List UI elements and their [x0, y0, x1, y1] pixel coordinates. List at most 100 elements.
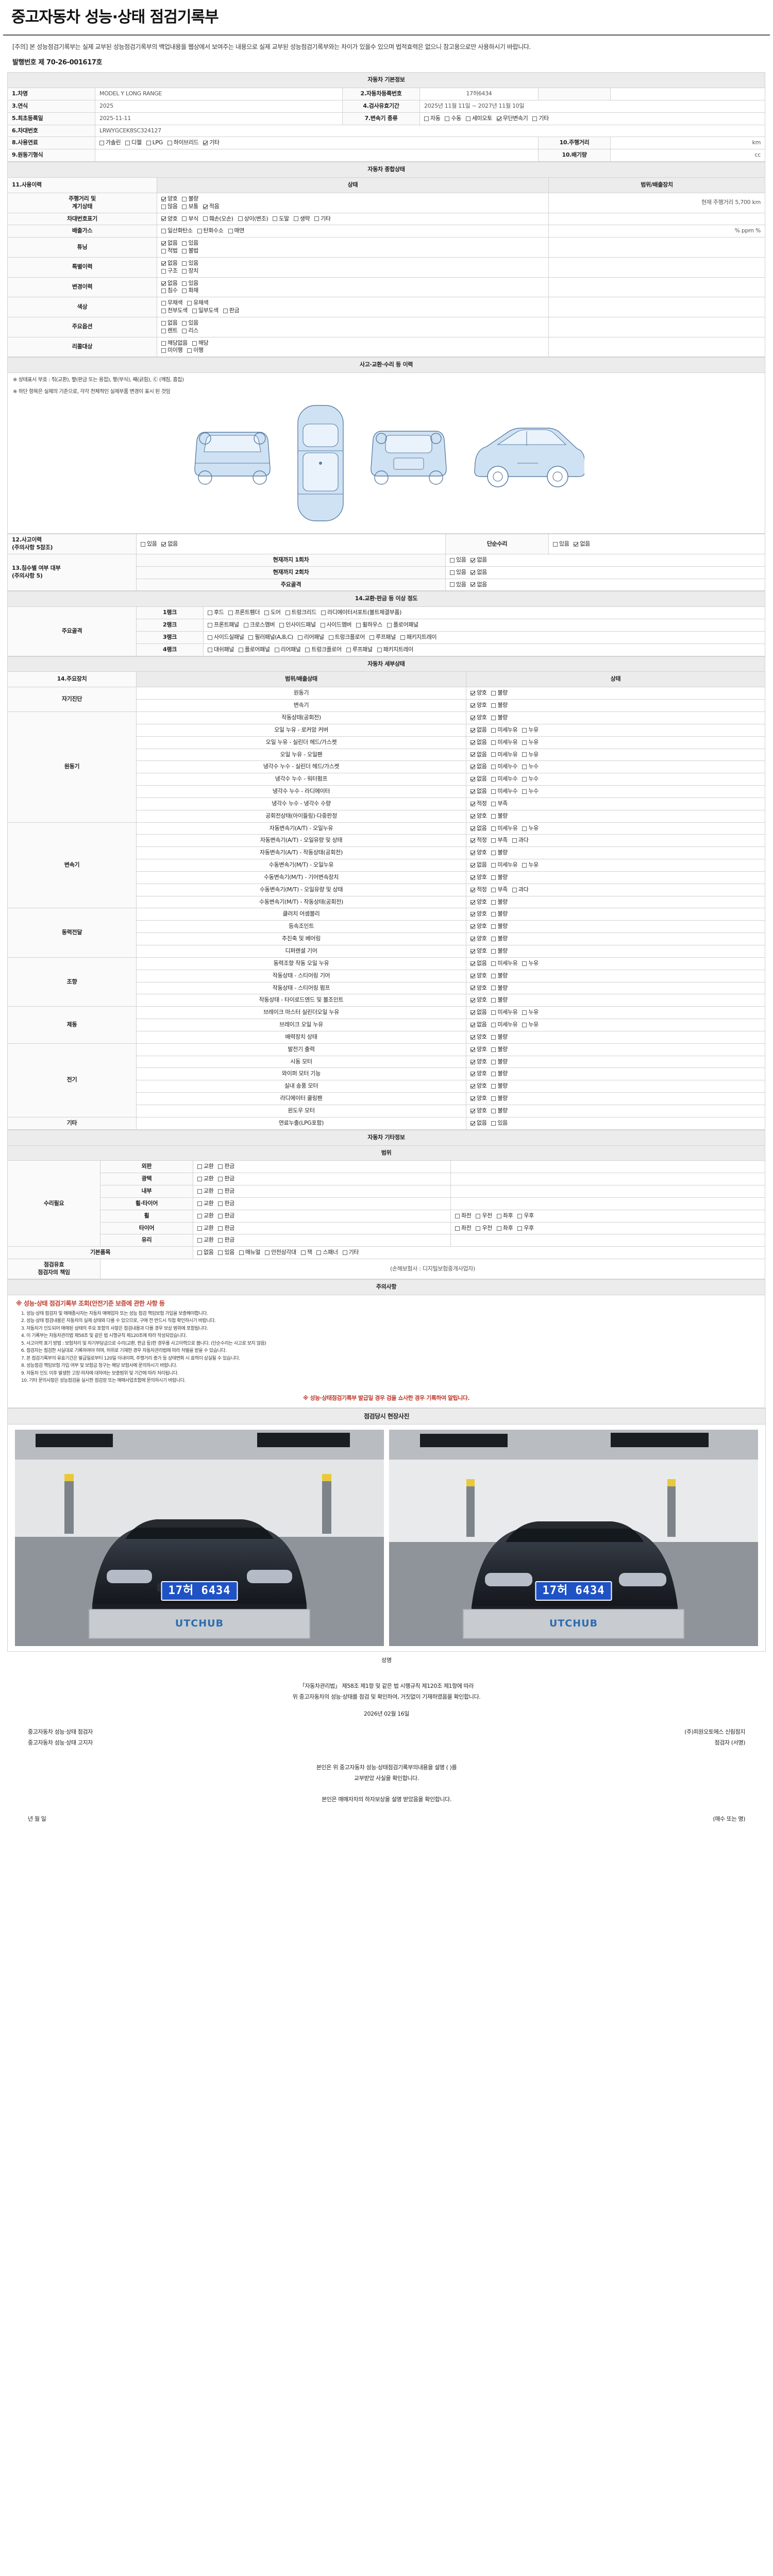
checkbox-우전[interactable]: 우전: [476, 1212, 492, 1220]
checkbox-있음[interactable]: 있음: [450, 581, 466, 589]
checkbox-있음[interactable]: 있음: [450, 556, 466, 564]
checkbox-불량[interactable]: 불량: [491, 947, 508, 955]
checkbox-부식[interactable]: 부식: [182, 215, 198, 223]
checkbox-없음[interactable]: 없음: [470, 775, 487, 783]
checkbox-전부도색[interactable]: 전부도색: [161, 307, 188, 315]
checkbox-양호[interactable]: 양호: [470, 714, 487, 722]
checkbox-양호[interactable]: 양호: [470, 1033, 487, 1041]
checkbox-불량[interactable]: 불량: [491, 702, 508, 709]
checkbox-미세누유[interactable]: 미세누유: [491, 825, 518, 833]
checkbox-우전[interactable]: 우전: [476, 1225, 492, 1232]
checkbox-트렁크리드[interactable]: 트렁크리드: [285, 609, 317, 617]
checkbox-적음[interactable]: 적음: [203, 203, 220, 211]
checkbox-양호[interactable]: 양호: [470, 996, 487, 1004]
checkbox-미세누유[interactable]: 미세누유: [491, 726, 518, 734]
checkbox-크로스멤버[interactable]: 크로스멤버: [243, 621, 275, 629]
checkbox-탄화수소[interactable]: 탄화수소: [197, 227, 224, 235]
checkbox-불량[interactable]: 불량: [491, 1033, 508, 1041]
checkbox-매연[interactable]: 매연: [228, 227, 244, 235]
checkbox-좌후[interactable]: 좌후: [496, 1212, 513, 1220]
checkbox-양호[interactable]: 양호: [470, 910, 487, 918]
checkbox-도말[interactable]: 도말: [273, 215, 289, 223]
checkbox-훼손(오손)[interactable]: 훼손(오손): [203, 215, 233, 223]
checkbox-교환[interactable]: 교환: [197, 1188, 214, 1195]
checkbox-판금[interactable]: 판금: [218, 1163, 234, 1171]
checkbox-렌트[interactable]: 렌트: [161, 327, 178, 335]
checkbox-판금[interactable]: 판금: [223, 307, 240, 315]
checkbox-적정[interactable]: 적정: [470, 837, 487, 844]
checkbox-양호[interactable]: 양호: [470, 812, 487, 820]
checkbox-좌전[interactable]: 좌전: [455, 1225, 472, 1232]
checkbox-불량[interactable]: 불량: [491, 899, 508, 906]
checkbox-미세누유[interactable]: 미세누유: [491, 1009, 518, 1016]
checkbox-인사이드패널[interactable]: 인사이드패널: [279, 621, 316, 629]
checkbox-불량[interactable]: 불량: [491, 1058, 508, 1066]
checkbox-생략[interactable]: 생략: [293, 215, 310, 223]
checkbox-적정[interactable]: 적정: [470, 800, 487, 808]
checkbox-없음[interactable]: 없음: [470, 569, 487, 577]
checkbox-트렁크플로어[interactable]: 트렁크플로어: [305, 646, 342, 654]
checkbox-불량[interactable]: 불량: [491, 923, 508, 930]
checkbox-불량[interactable]: 불량: [491, 1095, 508, 1103]
checkbox-없음[interactable]: 없음: [161, 540, 178, 548]
checkbox-스패너[interactable]: 스패너: [316, 1249, 338, 1257]
checkbox-없음[interactable]: 없음: [161, 260, 178, 267]
checkbox-양호[interactable]: 양호: [470, 1058, 487, 1066]
checkbox-없음[interactable]: 없음: [470, 739, 487, 747]
checkbox-해당[interactable]: 해당: [192, 340, 209, 347]
checkbox-자동[interactable]: 자동: [424, 115, 441, 123]
checkbox-미세누수[interactable]: 미세누수: [491, 763, 518, 771]
checkbox-있음[interactable]: 있음: [182, 260, 198, 267]
checkbox-불량[interactable]: 불량: [491, 1107, 508, 1115]
checkbox-없음[interactable]: 없음: [470, 1021, 487, 1029]
checkbox-사이드실패널[interactable]: 사이드실패널: [208, 634, 244, 641]
checkbox-있음[interactable]: 있음: [491, 1120, 508, 1127]
checkbox-양호[interactable]: 양호: [470, 702, 487, 709]
checkbox-유채색[interactable]: 유채색: [187, 299, 209, 307]
checkbox-기타[interactable]: 기타: [314, 215, 331, 223]
checkbox-부족[interactable]: 부족: [491, 837, 508, 844]
checkbox-적법[interactable]: 적법: [161, 247, 178, 255]
checkbox-화재[interactable]: 화재: [182, 287, 198, 295]
checkbox-누유[interactable]: 누유: [522, 960, 539, 968]
checkbox-프론트패널[interactable]: 프론트패널: [208, 621, 239, 629]
checkbox-불량[interactable]: 불량: [491, 985, 508, 992]
checkbox-양호[interactable]: 양호: [470, 1046, 487, 1054]
checkbox-누유[interactable]: 누유: [522, 726, 539, 734]
checkbox-누수[interactable]: 누수: [522, 788, 539, 795]
checkbox-미세누유[interactable]: 미세누유: [491, 1021, 518, 1029]
checkbox-좌후[interactable]: 좌후: [496, 1225, 513, 1232]
checkbox-기타[interactable]: 기타: [342, 1249, 359, 1257]
checkbox-교환[interactable]: 교환: [197, 1236, 214, 1244]
checkbox-없음[interactable]: 없음: [574, 540, 590, 548]
checkbox-사이드멤버[interactable]: 사이드멤버: [320, 621, 352, 629]
checkbox-불량[interactable]: 불량: [491, 1046, 508, 1054]
checkbox-불법[interactable]: 불법: [182, 247, 198, 255]
checkbox-부족[interactable]: 부족: [491, 800, 508, 808]
checkbox-디젤[interactable]: 디젤: [125, 139, 142, 147]
checkbox-필러패널(A,B,C)[interactable]: 필러패널(A,B,C): [248, 634, 293, 641]
checkbox-판금[interactable]: 판금: [218, 1200, 234, 1208]
checkbox-침수[interactable]: 침수: [161, 287, 178, 295]
checkbox-리어패널[interactable]: 리어패널: [297, 634, 324, 641]
checkbox-미세누수[interactable]: 미세누수: [491, 788, 518, 795]
checkbox-없음[interactable]: 없음: [470, 1120, 487, 1127]
checkbox-없음[interactable]: 없음: [470, 726, 487, 734]
checkbox-불량[interactable]: 불량: [491, 874, 508, 882]
checkbox-누유[interactable]: 누유: [522, 1009, 539, 1016]
checkbox-없음[interactable]: 없음: [470, 825, 487, 833]
checkbox-불량[interactable]: 불량: [491, 812, 508, 820]
checkbox-불량[interactable]: 불량: [491, 1070, 508, 1078]
checkbox-패키지트레이[interactable]: 패키지트레이: [377, 646, 413, 654]
checkbox-교환[interactable]: 교환: [197, 1163, 214, 1171]
checkbox-없음[interactable]: 없음: [161, 240, 178, 247]
photo-front-left[interactable]: 17허 6434 UTCHUB: [15, 1429, 384, 1646]
checkbox-많음[interactable]: 많음: [161, 203, 178, 211]
checkbox-상이(변조)[interactable]: 상이(변조): [238, 215, 268, 223]
checkbox-불량[interactable]: 불량: [491, 972, 508, 980]
checkbox-양호[interactable]: 양호: [470, 689, 487, 697]
checkbox-미세누유[interactable]: 미세누유: [491, 861, 518, 869]
checkbox-불량[interactable]: 불량: [491, 996, 508, 1004]
checkbox-후드[interactable]: 후드: [208, 609, 224, 617]
checkbox-없음[interactable]: 없음: [470, 1009, 487, 1016]
